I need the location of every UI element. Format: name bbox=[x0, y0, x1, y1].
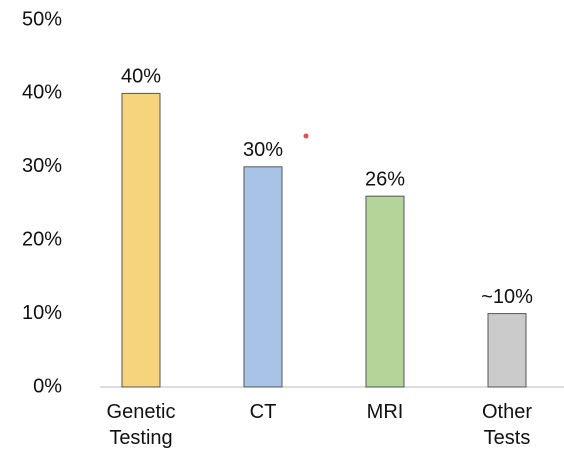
y-tick-label: 30% bbox=[22, 155, 62, 177]
y-tick-label: 40% bbox=[22, 82, 62, 104]
y-tick-label: 20% bbox=[22, 228, 62, 250]
bar bbox=[365, 195, 405, 388]
value-label: 40% bbox=[121, 66, 161, 88]
x-tick-label: MRI bbox=[366, 401, 404, 423]
bar bbox=[487, 313, 527, 388]
y-tick-label: 50% bbox=[22, 8, 62, 30]
x-tick-label: CT bbox=[249, 401, 277, 423]
value-label: ~10% bbox=[481, 286, 533, 308]
y-tick-label: 10% bbox=[22, 302, 62, 324]
y-tick-label: 0% bbox=[33, 375, 62, 397]
x-tick-label: Genetic Testing bbox=[106, 401, 176, 449]
value-label: 30% bbox=[243, 139, 283, 161]
marker-dot bbox=[303, 133, 309, 139]
bar bbox=[243, 166, 283, 388]
x-tick-label: Other Tests bbox=[481, 401, 533, 449]
value-label: 26% bbox=[365, 168, 405, 190]
bar bbox=[121, 92, 161, 388]
